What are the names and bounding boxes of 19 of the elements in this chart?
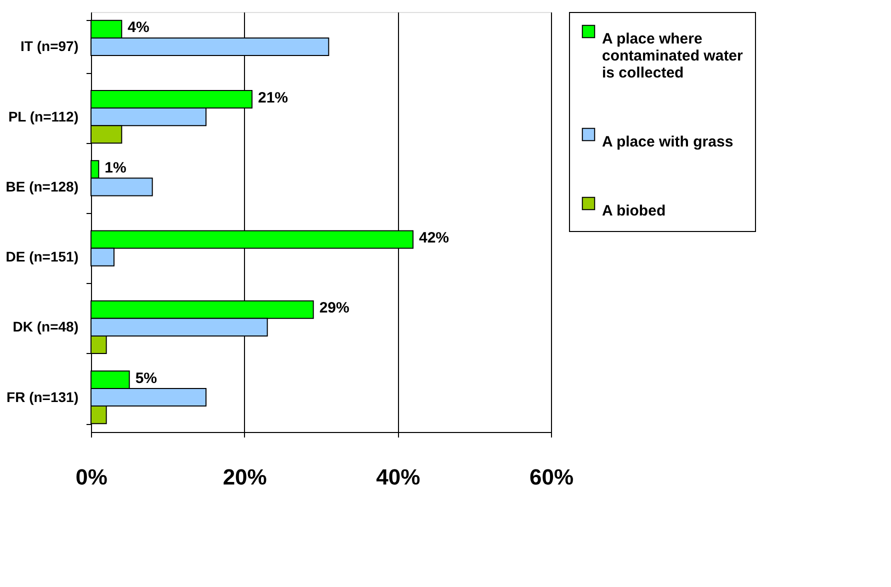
legend-label: A place where contaminated water is collected <box>602 30 744 82</box>
x-tick-label: 40% <box>376 464 420 490</box>
y-tick-label: BE (n=128) <box>6 178 78 194</box>
legend-label: A biobed <box>602 202 666 220</box>
data-label: 5% <box>135 370 158 387</box>
x-tick-label: 60% <box>529 464 574 490</box>
data-label: 4% <box>128 19 150 36</box>
data-label: 21% <box>258 89 288 106</box>
x-tick-label: 20% <box>222 464 267 490</box>
y-tick-label: IT (n=97) <box>20 38 78 54</box>
y-tick-label: DK (n=48) <box>12 318 78 335</box>
y-tick-label: PL (n=112) <box>8 108 78 124</box>
legend-label: A place with grass <box>602 134 734 150</box>
x-tick-label: 0% <box>76 464 108 490</box>
data-label: 1% <box>104 159 126 176</box>
data-label: 42% <box>419 230 450 247</box>
data-label: 29% <box>319 300 350 317</box>
y-tick-label: FR (n=131) <box>6 388 78 405</box>
y-tick-label: DE (n=151) <box>6 248 78 265</box>
